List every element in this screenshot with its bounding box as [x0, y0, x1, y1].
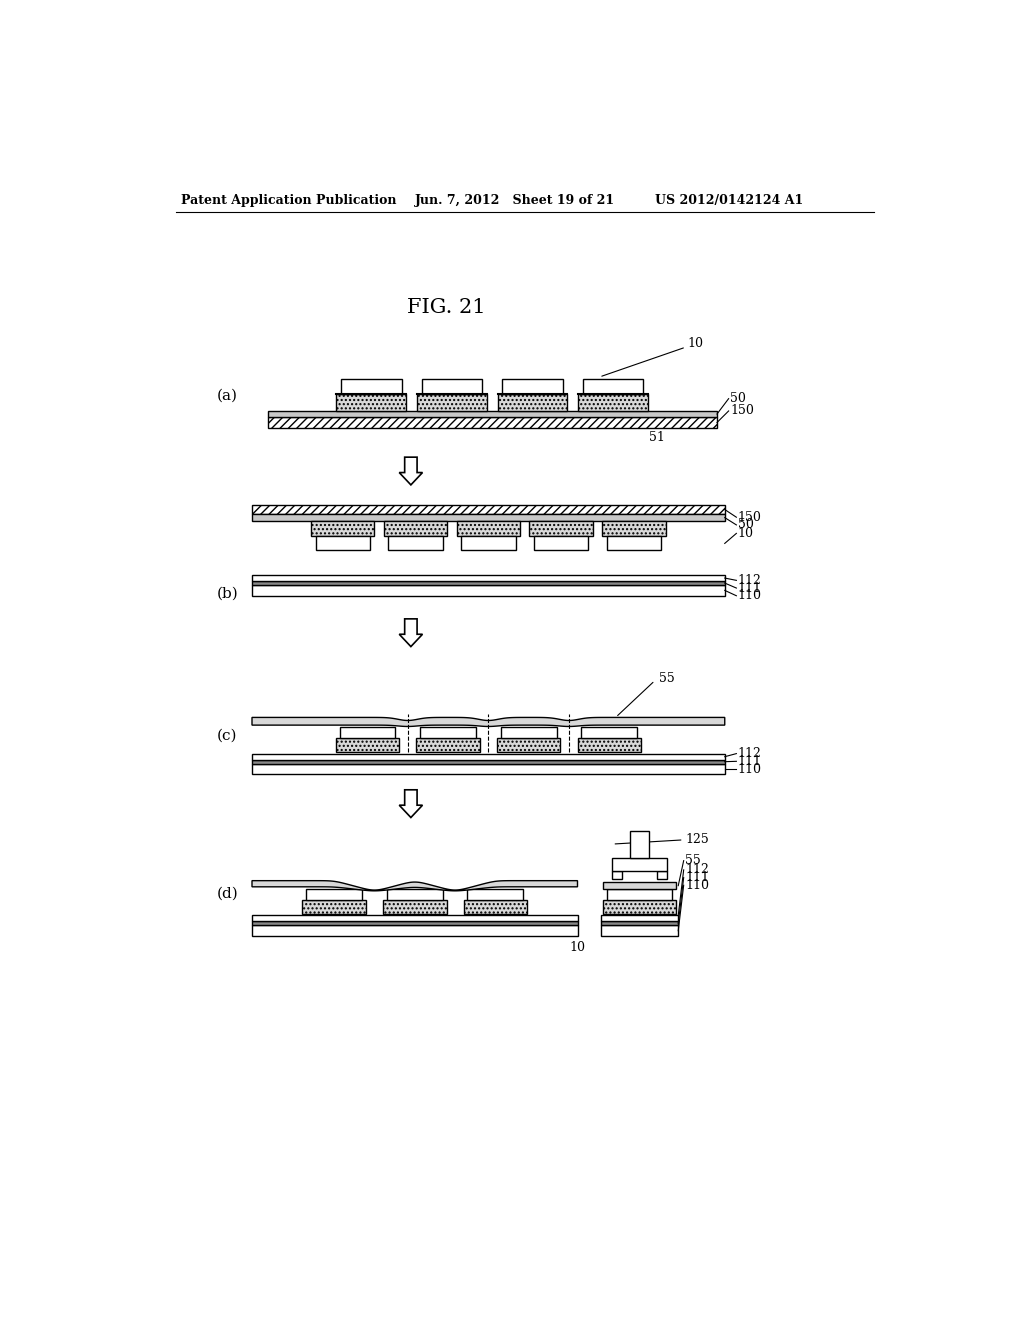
Bar	[602, 521, 666, 536]
Text: 111: 111	[738, 755, 762, 768]
Bar	[501, 727, 557, 738]
Bar	[461, 536, 515, 550]
Bar	[267, 411, 717, 417]
Bar	[252, 576, 725, 581]
Bar	[422, 379, 482, 395]
Bar	[252, 581, 725, 585]
Text: 111: 111	[685, 871, 710, 884]
Text: 111: 111	[738, 582, 762, 594]
Bar	[417, 738, 480, 752]
Text: Patent Application Publication: Patent Application Publication	[180, 194, 396, 207]
Bar	[607, 890, 672, 900]
Bar	[252, 763, 725, 775]
Bar	[601, 921, 678, 925]
Bar	[498, 393, 567, 411]
Bar	[340, 727, 395, 738]
Bar	[252, 506, 725, 515]
Text: (d): (d)	[217, 887, 239, 900]
Polygon shape	[399, 619, 423, 647]
Bar	[384, 521, 447, 536]
Bar	[612, 858, 667, 871]
Bar	[315, 536, 370, 550]
Bar	[578, 738, 641, 752]
Text: 110: 110	[685, 879, 710, 892]
Bar	[457, 521, 520, 536]
Bar	[341, 379, 401, 395]
Text: 55: 55	[685, 854, 701, 867]
Bar	[657, 871, 667, 879]
Bar	[612, 871, 622, 879]
Bar	[252, 925, 578, 936]
Text: 55: 55	[658, 672, 675, 685]
Bar	[336, 738, 399, 752]
Text: 112: 112	[738, 574, 762, 587]
Text: 150: 150	[730, 404, 754, 417]
Bar	[582, 727, 637, 738]
Bar	[383, 900, 446, 913]
Bar	[252, 515, 725, 521]
Text: 50: 50	[738, 519, 754, 532]
Text: 112: 112	[738, 747, 762, 760]
Text: (c): (c)	[217, 729, 238, 743]
Text: 10: 10	[569, 941, 586, 954]
Bar	[529, 521, 593, 536]
Bar	[497, 738, 560, 752]
Bar	[601, 915, 678, 921]
Bar	[267, 417, 717, 428]
Text: 10: 10	[687, 337, 703, 350]
Polygon shape	[399, 789, 423, 817]
Bar	[417, 393, 486, 411]
Bar	[603, 882, 676, 890]
Text: 10: 10	[738, 527, 754, 540]
Text: 112: 112	[685, 863, 709, 876]
Polygon shape	[399, 457, 423, 484]
Bar	[420, 727, 476, 738]
Bar	[603, 900, 676, 913]
Text: 51: 51	[649, 430, 665, 444]
Text: FIG. 21: FIG. 21	[407, 297, 485, 317]
Bar	[388, 536, 442, 550]
Bar	[252, 915, 578, 921]
Bar	[252, 585, 725, 595]
Text: US 2012/0142124 A1: US 2012/0142124 A1	[655, 194, 803, 207]
Text: 125: 125	[685, 833, 709, 846]
Polygon shape	[252, 718, 725, 726]
Bar	[467, 890, 523, 900]
Polygon shape	[252, 880, 578, 891]
Text: 110: 110	[738, 763, 762, 776]
Text: Jun. 7, 2012   Sheet 19 of 21: Jun. 7, 2012 Sheet 19 of 21	[415, 194, 614, 207]
Bar	[306, 890, 362, 900]
Bar	[601, 925, 678, 936]
Bar	[579, 393, 648, 411]
Bar	[252, 760, 725, 763]
Bar	[583, 379, 643, 395]
Bar	[302, 900, 366, 913]
Bar	[630, 830, 649, 858]
Text: (b): (b)	[217, 586, 239, 601]
Bar	[535, 536, 589, 550]
Bar	[311, 521, 375, 536]
Text: 110: 110	[738, 589, 762, 602]
Bar	[252, 921, 578, 925]
Text: (a): (a)	[217, 388, 239, 403]
Text: 50: 50	[730, 392, 746, 405]
Bar	[252, 754, 725, 760]
Bar	[387, 890, 442, 900]
Bar	[337, 393, 407, 411]
Bar	[503, 379, 563, 395]
Bar	[464, 900, 527, 913]
Bar	[607, 536, 662, 550]
Text: 150: 150	[738, 511, 762, 524]
